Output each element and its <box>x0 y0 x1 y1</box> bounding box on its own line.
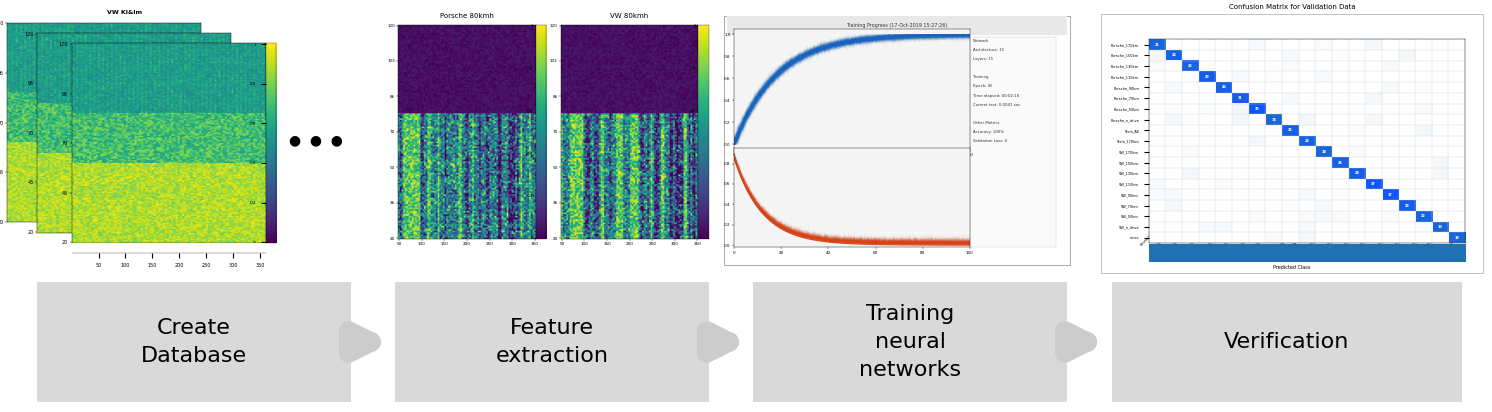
FancyBboxPatch shape <box>724 16 1070 265</box>
Text: Porsche_150km: Porsche_150km <box>1156 228 1174 246</box>
Text: ●  ●  ●: ● ● ● <box>289 133 343 147</box>
Text: Porsche_170km: Porsche_170km <box>1138 228 1158 246</box>
Text: Predicted Class: Predicted Class <box>1274 265 1310 270</box>
Text: VW 80kmh: VW 80kmh <box>610 12 649 19</box>
Text: Training: Training <box>973 75 988 80</box>
Text: Create
Database: Create Database <box>140 318 248 366</box>
Text: Porsche 100kmh: Porsche 100kmh <box>167 56 225 61</box>
Text: VW_170km: VW_170km <box>1310 233 1323 246</box>
Text: Layers: 15: Layers: 15 <box>973 57 992 61</box>
Text: Feature
extraction: Feature extraction <box>495 318 609 366</box>
Text: Porsche_n_drive: Porsche_n_drive <box>1255 228 1274 246</box>
Text: Accuracy: 100%: Accuracy: 100% <box>973 130 1004 134</box>
Text: VW_n_drive: VW_n_drive <box>1426 232 1440 246</box>
FancyBboxPatch shape <box>1112 282 1462 402</box>
Text: Training
neural
networks: Training neural networks <box>859 304 961 380</box>
FancyBboxPatch shape <box>37 282 351 402</box>
FancyBboxPatch shape <box>970 37 1056 247</box>
Text: Tesla_AE: Tesla_AE <box>1279 235 1291 246</box>
Text: Current test: 0.0041 sec: Current test: 0.0041 sec <box>973 103 1021 107</box>
FancyBboxPatch shape <box>395 282 709 402</box>
Text: VW_130km: VW_130km <box>1343 233 1356 246</box>
Text: Time elapsed: 00:02:18: Time elapsed: 00:02:18 <box>973 94 1019 98</box>
Text: Training Progress (17-Oct-2019 15:27:26): Training Progress (17-Oct-2019 15:27:26) <box>846 23 947 28</box>
Text: VW_150km: VW_150km <box>1326 233 1340 246</box>
FancyBboxPatch shape <box>753 282 1067 402</box>
Text: Porsche_110km: Porsche_110km <box>1189 228 1207 246</box>
FancyBboxPatch shape <box>1101 14 1483 273</box>
Text: VW_110km: VW_110km <box>1359 233 1374 246</box>
Text: Porsche_130km: Porsche_130km <box>1173 228 1191 246</box>
Text: VW_90km: VW_90km <box>1377 234 1391 246</box>
FancyBboxPatch shape <box>727 16 1067 35</box>
Text: Porsche_50km: Porsche_50km <box>1240 229 1258 246</box>
Text: Porsche 80kmh: Porsche 80kmh <box>440 12 494 19</box>
Text: VW Kl&lm: VW Kl&lm <box>107 10 143 15</box>
Text: Porsche_70km: Porsche_70km <box>1223 229 1240 246</box>
Text: Verification: Verification <box>1223 332 1350 352</box>
Text: Architecture: 15: Architecture: 15 <box>973 48 1004 52</box>
Text: Tesla_170km: Tesla_170km <box>1292 231 1307 246</box>
Text: Porsche Kl&lm: Porsche Kl&lm <box>137 33 189 38</box>
Text: Validation Loss: 0: Validation Loss: 0 <box>973 139 1007 143</box>
Text: Confusion Matrix for Validation Data: Confusion Matrix for Validation Data <box>1229 4 1355 10</box>
Text: VW_70km: VW_70km <box>1395 234 1407 246</box>
Text: VW_50km: VW_50km <box>1411 234 1423 246</box>
Text: Other Metrics: Other Metrics <box>973 121 1000 125</box>
Text: Porsche_90km: Porsche_90km <box>1207 229 1223 246</box>
Text: noise: noise <box>1449 239 1456 246</box>
Text: Network: Network <box>973 39 989 43</box>
Text: Epoch: 45: Epoch: 45 <box>973 84 992 89</box>
